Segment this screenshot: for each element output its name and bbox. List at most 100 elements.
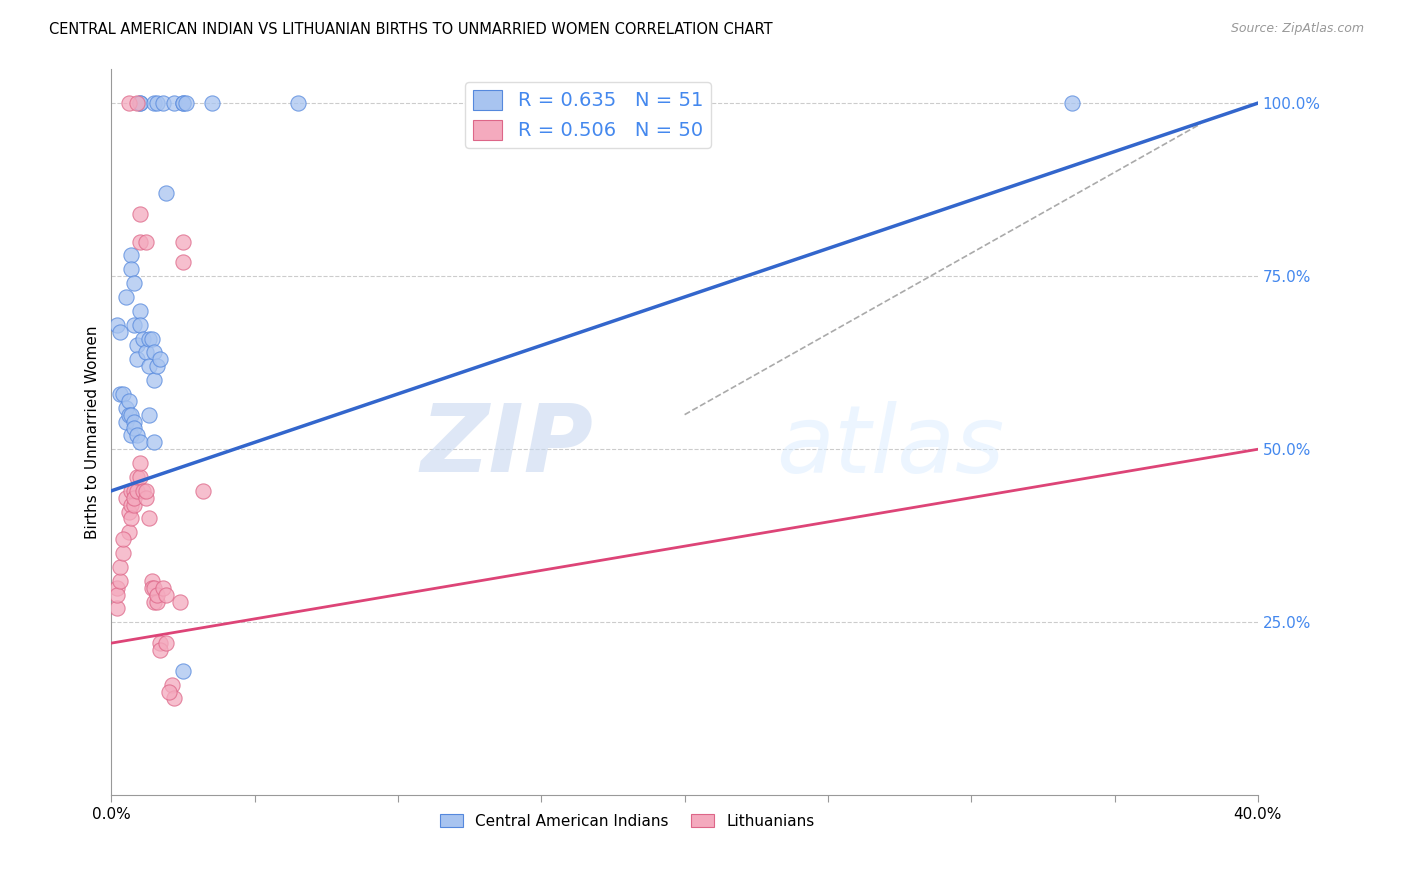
Text: ZIP: ZIP — [420, 401, 593, 492]
Point — [141, 581, 163, 595]
Text: CENTRAL AMERICAN INDIAN VS LITHUANIAN BIRTHS TO UNMARRIED WOMEN CORRELATION CHAR: CENTRAL AMERICAN INDIAN VS LITHUANIAN BI… — [49, 22, 773, 37]
Point — [169, 594, 191, 608]
Point — [138, 331, 160, 345]
Point — [108, 560, 131, 574]
Point — [155, 186, 177, 201]
Point — [117, 96, 139, 111]
Point — [129, 456, 152, 470]
Point — [141, 574, 163, 588]
Point — [143, 345, 166, 359]
Point — [146, 96, 169, 111]
Point — [138, 408, 160, 422]
Point — [117, 505, 139, 519]
Point — [124, 276, 146, 290]
Point — [152, 96, 174, 111]
Point — [127, 428, 149, 442]
Point — [155, 636, 177, 650]
Point — [124, 415, 146, 429]
Point — [124, 483, 146, 498]
Point — [127, 96, 149, 111]
Point — [143, 581, 166, 595]
Point — [127, 338, 149, 352]
Point — [111, 546, 134, 560]
Point — [138, 359, 160, 374]
Point — [114, 290, 136, 304]
Point — [111, 533, 134, 547]
Point — [135, 235, 157, 249]
Point — [129, 96, 152, 111]
Point — [163, 691, 186, 706]
Point — [129, 318, 152, 332]
Point — [172, 664, 194, 678]
Point — [129, 435, 152, 450]
Point — [111, 387, 134, 401]
Point — [143, 435, 166, 450]
Point — [117, 525, 139, 540]
Point — [155, 588, 177, 602]
Point — [160, 678, 183, 692]
Point — [143, 96, 166, 111]
Point — [114, 401, 136, 415]
Point — [146, 359, 169, 374]
Point — [108, 574, 131, 588]
Point — [129, 303, 152, 318]
Point — [172, 235, 194, 249]
Point — [132, 483, 155, 498]
Point — [121, 483, 143, 498]
Point — [117, 408, 139, 422]
Point — [117, 393, 139, 408]
Point — [138, 511, 160, 525]
Text: Source: ZipAtlas.com: Source: ZipAtlas.com — [1230, 22, 1364, 36]
Point — [135, 491, 157, 505]
Point — [121, 428, 143, 442]
Point — [1060, 96, 1083, 111]
Point — [201, 96, 224, 111]
Point — [172, 255, 194, 269]
Point — [121, 408, 143, 422]
Point — [114, 491, 136, 505]
Point — [287, 96, 309, 111]
Point — [152, 581, 174, 595]
Point — [146, 594, 169, 608]
Point — [157, 684, 180, 698]
Point — [124, 491, 146, 505]
Point — [135, 483, 157, 498]
Point — [174, 96, 197, 111]
Point — [172, 96, 194, 111]
Point — [108, 387, 131, 401]
Point — [149, 643, 172, 657]
Point — [105, 581, 128, 595]
Point — [127, 483, 149, 498]
Point — [172, 96, 194, 111]
Point — [191, 483, 214, 498]
Point — [141, 331, 163, 345]
Point — [129, 207, 152, 221]
Point — [105, 601, 128, 615]
Point — [114, 415, 136, 429]
Point — [121, 498, 143, 512]
Point — [132, 331, 155, 345]
Point — [121, 262, 143, 277]
Point — [121, 511, 143, 525]
Point — [129, 96, 152, 111]
Point — [124, 421, 146, 435]
Point — [124, 318, 146, 332]
Point — [163, 96, 186, 111]
Point — [143, 373, 166, 387]
Point — [108, 325, 131, 339]
Point — [121, 248, 143, 262]
Point — [146, 588, 169, 602]
Point — [105, 588, 128, 602]
Point — [135, 345, 157, 359]
Point — [149, 636, 172, 650]
Text: atlas: atlas — [776, 401, 1005, 492]
Point — [616, 96, 638, 111]
Point — [124, 498, 146, 512]
Y-axis label: Births to Unmarried Women: Births to Unmarried Women — [86, 326, 100, 539]
Legend: Central American Indians, Lithuanians: Central American Indians, Lithuanians — [433, 808, 821, 835]
Point — [105, 318, 128, 332]
Point — [127, 352, 149, 367]
Point — [129, 235, 152, 249]
Point — [143, 594, 166, 608]
Point — [129, 470, 152, 484]
